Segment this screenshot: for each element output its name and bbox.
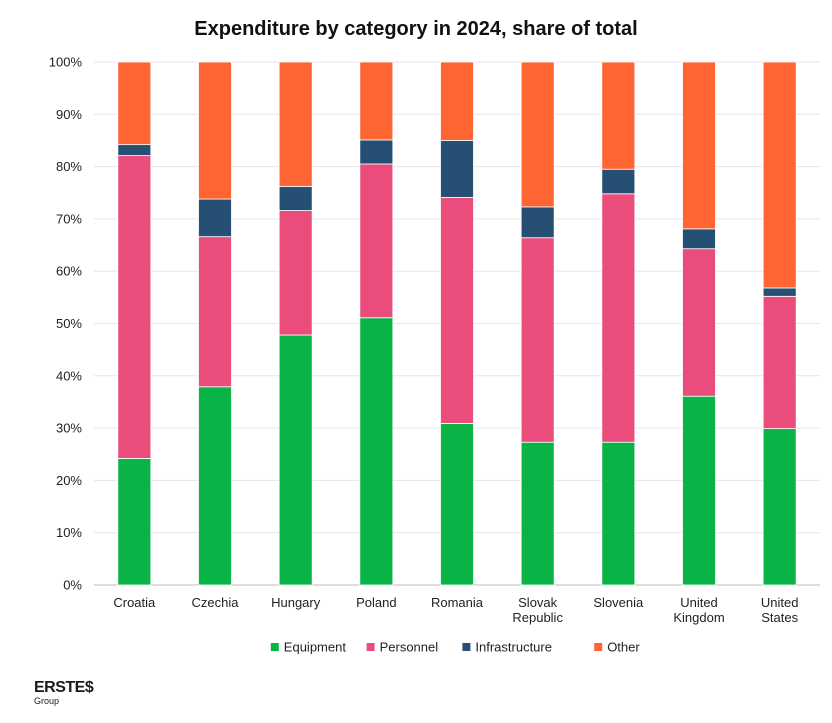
x-tick-label: Czechia [192,595,240,610]
x-tick-label: Hungary [271,595,321,610]
bar-segment-other [117,61,152,146]
bar-segment-personnel [278,210,313,336]
legend: Equipment Personnel Infrastructure Other [270,640,640,655]
bar-segment-equipment [117,458,152,586]
bar-segment-equipment [440,422,474,586]
legend-label-other: Other [607,640,640,655]
x-tick-label-line: Hungary [271,595,321,610]
logo-word: ERSTE [34,679,85,696]
legend-label-infrastructure: Infrastructure [475,640,552,655]
x-tick-label: United States [761,595,799,625]
x-tick-label: United Kingdom [673,595,724,625]
x-tick-label-line: Kingdom [673,610,724,625]
bar-segment-other [278,61,313,187]
y-axis-ticks: 0% 10% 20% 30% 40% 50% 60% 70% 80% 90% 100% [49,55,83,593]
bar-segment-equipment [520,441,555,586]
y-tick-label: 50% [56,316,82,331]
logo-subtitle: Group [34,696,60,706]
bar-segment-equipment [278,334,313,586]
y-tick-label: 10% [56,525,82,540]
bar-segment-other [601,61,636,170]
y-tick-label: 20% [56,473,82,488]
x-tick-label-line: Republic [512,610,563,625]
bar-segment-personnel [762,295,797,430]
x-tick-label: Croatia [113,595,156,610]
bar-segment-personnel [520,237,555,443]
x-tick-label: Slovak Republic [512,595,563,625]
bar-segment-infrastructure [520,206,555,239]
bar-segment-infrastructure [278,186,313,211]
x-tick-label-line: Slovenia [593,595,644,610]
y-tick-label: 100% [49,55,83,70]
x-tick-label-line: Poland [356,595,396,610]
x-tick-label-line: Czechia [192,595,240,610]
bar-segment-equipment [682,395,716,586]
bar-segment-other [440,61,474,141]
legend-swatch-other [594,643,603,651]
y-tick-label: 0% [63,578,82,593]
x-tick-label-line: Romania [431,595,484,610]
legend-swatch-personnel [366,643,375,651]
bar-segment-personnel [359,163,394,319]
x-tick-label-line: States [761,610,798,625]
bar-segment-other [359,61,394,141]
x-tick-label-line: United [761,595,799,610]
bar-segment-equipment [601,441,636,586]
legend-label-personnel: Personnel [380,640,439,655]
bar-segment-personnel [682,248,716,397]
y-tick-label: 30% [56,421,82,436]
bar-segment-infrastructure [117,144,152,157]
logo-symbol: $ [84,679,94,696]
y-tick-label: 60% [56,264,82,279]
y-tick-label: 90% [56,107,82,122]
y-tick-label: 80% [56,159,82,174]
bar-segment-infrastructure [601,168,636,195]
bar-segment-infrastructure [198,198,232,238]
x-tick-label: Poland [356,595,396,610]
bar-segment-infrastructure [762,287,797,297]
legend-swatch-infrastructure [462,643,471,651]
x-axis-ticks: Croatia Czechia Hungary Poland Romania Slovak… [113,595,798,625]
bar-segment-infrastructure [359,139,394,165]
logo-wordmark: ERSTE$ [34,680,114,696]
x-tick-label-line: Slovak [518,595,558,610]
bar-segment-infrastructure [440,140,474,198]
chart-title: Expenditure by category in 2024, share o… [194,18,638,40]
x-tick-label-line: United [680,595,718,610]
legend-label-equipment: Equipment [284,640,347,655]
bar-segment-equipment [198,386,232,586]
bar-segment-equipment [762,428,797,586]
bar-segment-other [198,61,232,200]
legend-swatch-equipment [270,643,279,651]
bar-segment-personnel [601,193,636,443]
bar-segment-other [520,61,555,208]
bar-segment-personnel [117,155,152,459]
x-tick-label: Slovenia [593,595,644,610]
y-tick-label: 70% [56,211,82,226]
bar-segment-equipment [359,317,394,586]
bar-segment-other [682,61,716,230]
x-tick-label-line: Croatia [113,595,156,610]
bars [117,61,797,586]
bar-segment-other [762,61,797,289]
y-tick-label: 40% [56,368,82,383]
bar-segment-infrastructure [682,228,716,250]
bar-segment-personnel [440,197,474,424]
erste-group-logo: ERSTE$ Group [34,680,114,710]
bar-segment-personnel [198,236,232,388]
x-tick-label: Romania [431,595,484,610]
